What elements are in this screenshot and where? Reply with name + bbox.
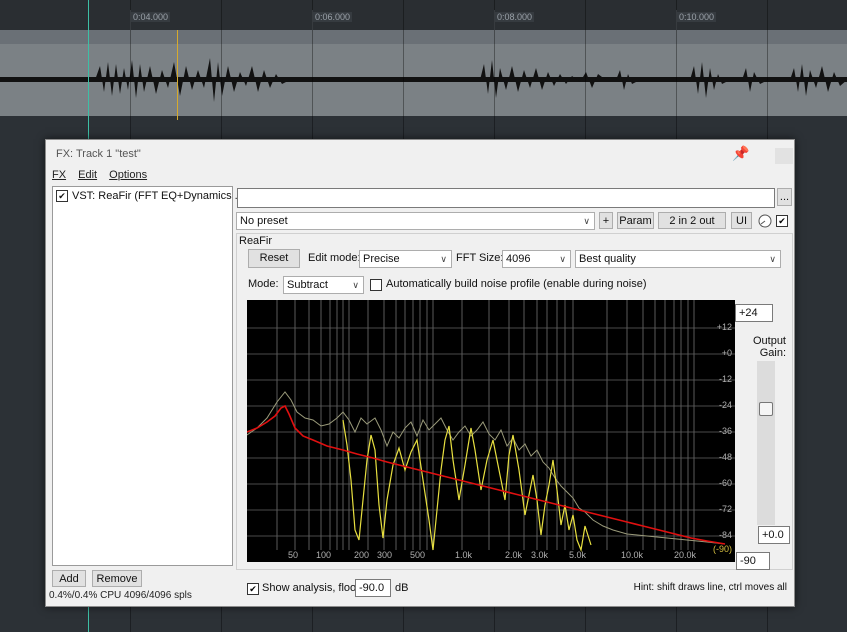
db-scale-label: +0	[721, 348, 732, 358]
timeline-ruler[interactable]: 0:04.000 0:06.000 0:08.000 0:10.000	[0, 0, 847, 31]
audio-item[interactable]	[0, 44, 847, 116]
freq-scale-label: 5.0k	[569, 550, 587, 560]
plugin-group-label: ReaFir	[239, 235, 273, 247]
timeline-mark: 0:10.000	[677, 12, 717, 22]
db-scale-label: -36	[718, 426, 732, 436]
db-scale-label: -48	[718, 452, 732, 462]
analysis-floor-unit: dB	[395, 582, 409, 594]
fx-chain-item-label: VST: ReaFir (FFT EQ+Dynamics ...	[72, 190, 244, 202]
auto-noise-label: Automatically build noise profile (enabl…	[386, 278, 647, 290]
output-gain-slider-thumb[interactable]	[759, 402, 773, 416]
db-scale-label: -24	[718, 400, 732, 410]
menu-fx[interactable]: FX	[52, 169, 67, 181]
param-button[interactable]: Param	[617, 212, 654, 229]
preset-plus-button[interactable]: +	[599, 212, 613, 229]
chevron-down-icon: ∨	[440, 254, 447, 264]
timeline-mark: 0:04.000	[131, 12, 171, 22]
preset-value: No preset	[240, 215, 288, 227]
edit-mode-label: Edit mode:	[308, 252, 361, 264]
floor-marker: (-90)	[712, 544, 732, 554]
freq-scale-label: 500	[410, 550, 426, 560]
analysis-floor-field[interactable]: -90.0	[355, 579, 391, 597]
freq-scale-label: 20.0k	[674, 550, 697, 560]
io-routing-button[interactable]: 2 in 2 out	[658, 212, 726, 229]
quality-select[interactable]: Best quality ∨	[575, 250, 781, 268]
menu-edit[interactable]: Edit	[78, 169, 98, 181]
db-scale-label: +12	[716, 322, 732, 332]
playhead	[177, 30, 178, 120]
eq-curve	[246, 404, 726, 545]
chevron-down-icon: ∨	[559, 254, 566, 264]
freq-scale-label: 1.0k	[455, 550, 473, 560]
mode-value: Subtract	[287, 279, 328, 291]
auto-noise-checkbox[interactable]	[370, 279, 382, 291]
freq-scale-label: 100	[316, 550, 332, 560]
plugin-group-box	[236, 233, 793, 570]
fx-chain-item[interactable]: ✔ VST: ReaFir (FFT EQ+Dynamics ...	[56, 190, 244, 203]
ui-button[interactable]: UI	[731, 212, 752, 229]
analysis-peak-curve	[246, 391, 726, 545]
chevron-down-icon: ∨	[352, 280, 359, 290]
waveform	[0, 58, 847, 102]
pin-icon[interactable]: 📌	[732, 145, 750, 161]
freq-scale-label: 200	[354, 550, 370, 560]
close-button[interactable]	[775, 148, 793, 164]
mode-select[interactable]: Subtract ∨	[283, 276, 364, 294]
output-gain-label: Output Gain:	[752, 335, 786, 359]
floor-field[interactable]: -90	[736, 552, 770, 570]
more-button[interactable]: ...	[777, 188, 792, 206]
fx-window: FX: Track 1 "test" 📌 FX Edit Options ✔ VS…	[45, 139, 795, 607]
cpu-status: 0.4%/0.4% CPU 4096/4096 spls	[49, 590, 192, 601]
fx-enable-checkbox[interactable]: ✔	[56, 190, 68, 203]
fft-size-label: FFT Size:	[456, 252, 504, 264]
edit-mode-value: Precise	[363, 253, 400, 265]
remove-button[interactable]: Remove	[92, 570, 142, 587]
analysis-curve	[342, 419, 592, 553]
show-analysis-checkbox[interactable]: ✔	[247, 583, 259, 595]
menu-bar: FX Edit Options	[52, 169, 156, 181]
chevron-down-icon: ∨	[769, 254, 776, 264]
db-scale-label: -72	[718, 504, 732, 514]
add-button[interactable]: Add	[52, 570, 86, 587]
freq-scale-label: 3.0k	[531, 550, 549, 560]
timeline-mark: 0:06.000	[313, 12, 353, 22]
edit-mode-select[interactable]: Precise ∨	[359, 250, 452, 268]
timeline-mark: 0:08.000	[495, 12, 535, 22]
show-analysis-label: Show analysis, floor:	[262, 582, 363, 594]
freq-scale-label: 300	[377, 550, 393, 560]
chevron-down-icon: ∨	[583, 216, 590, 226]
quality-value: Best quality	[579, 253, 636, 265]
freq-scale-label: 10.0k	[621, 550, 644, 560]
mode-label: Mode:	[248, 278, 279, 290]
preset-select[interactable]: No preset ∨	[236, 212, 595, 230]
freq-scale-label: 50	[288, 550, 299, 560]
fx-name-field[interactable]	[237, 188, 775, 208]
menu-options[interactable]: Options	[109, 169, 148, 181]
reset-button[interactable]: Reset	[248, 249, 300, 268]
db-scale-label: -84	[718, 530, 732, 540]
gain-max-field[interactable]: +24	[735, 304, 773, 322]
freq-scale-label: 2.0k	[505, 550, 523, 560]
fft-size-value: 4096	[506, 253, 531, 265]
track-header-band	[0, 30, 847, 44]
hint-text: Hint: shift draws line, ctrl moves all	[633, 582, 787, 593]
db-scale-label: -60	[718, 478, 732, 488]
window-title: FX: Track 1 "test"	[56, 148, 141, 160]
wet-knob-icon[interactable]	[757, 213, 773, 229]
bypass-checkbox[interactable]: ✔	[776, 215, 788, 227]
fft-size-select[interactable]: 4096 ∨	[502, 250, 571, 268]
output-gain-slider[interactable]	[757, 361, 775, 525]
fx-chain-list[interactable]: ✔ VST: ReaFir (FFT EQ+Dynamics ...	[52, 186, 244, 566]
spectrum-graph	[246, 300, 735, 553]
db-scale-label: -12	[718, 374, 732, 384]
eq-spectrum-display[interactable]: +12 +0 -12 -24 -36 -48 -60 -72 -84 (-90)…	[246, 300, 735, 562]
output-gain-field[interactable]: +0.0	[758, 526, 790, 544]
